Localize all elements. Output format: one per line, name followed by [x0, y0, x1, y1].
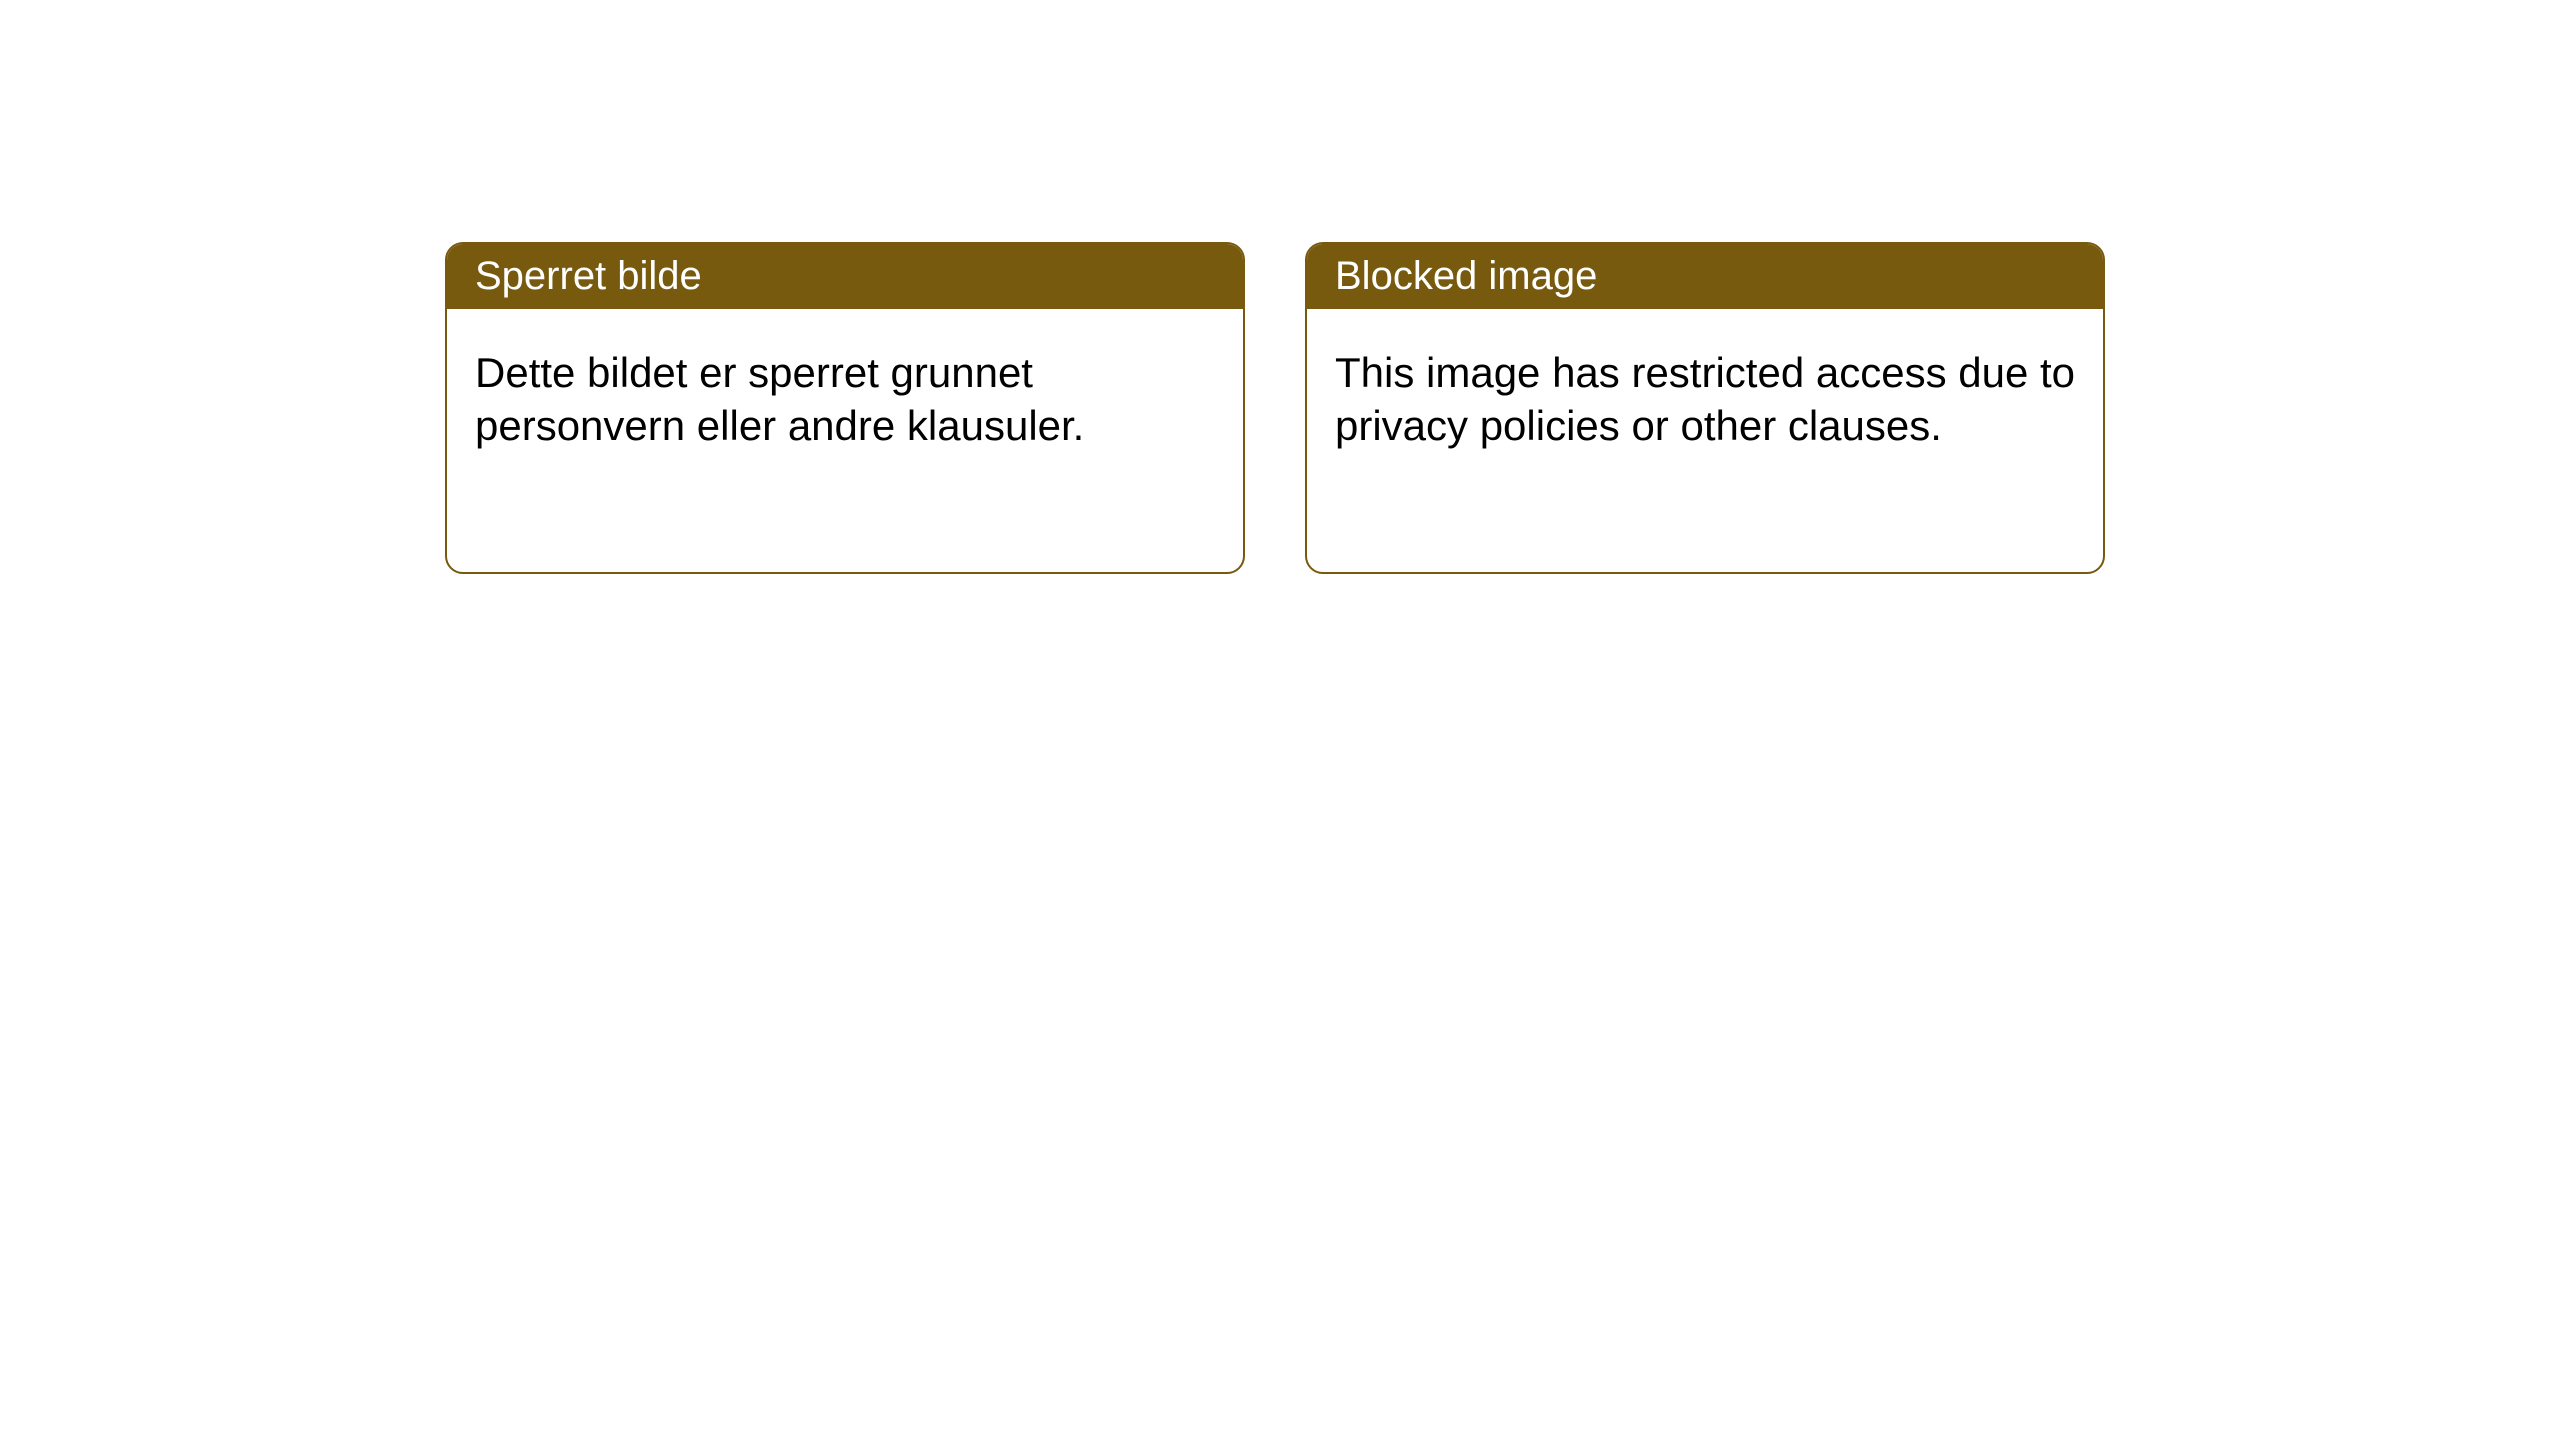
notice-card-body-norwegian: Dette bildet er sperret grunnet personve…	[447, 309, 1243, 490]
notice-card-header-norwegian: Sperret bilde	[447, 244, 1243, 309]
notice-card-header-english: Blocked image	[1307, 244, 2103, 309]
notice-cards-container: Sperret bilde Dette bildet er sperret gr…	[445, 242, 2105, 574]
notice-card-body-english: This image has restricted access due to …	[1307, 309, 2103, 490]
notice-card-english: Blocked image This image has restricted …	[1305, 242, 2105, 574]
notice-card-norwegian: Sperret bilde Dette bildet er sperret gr…	[445, 242, 1245, 574]
